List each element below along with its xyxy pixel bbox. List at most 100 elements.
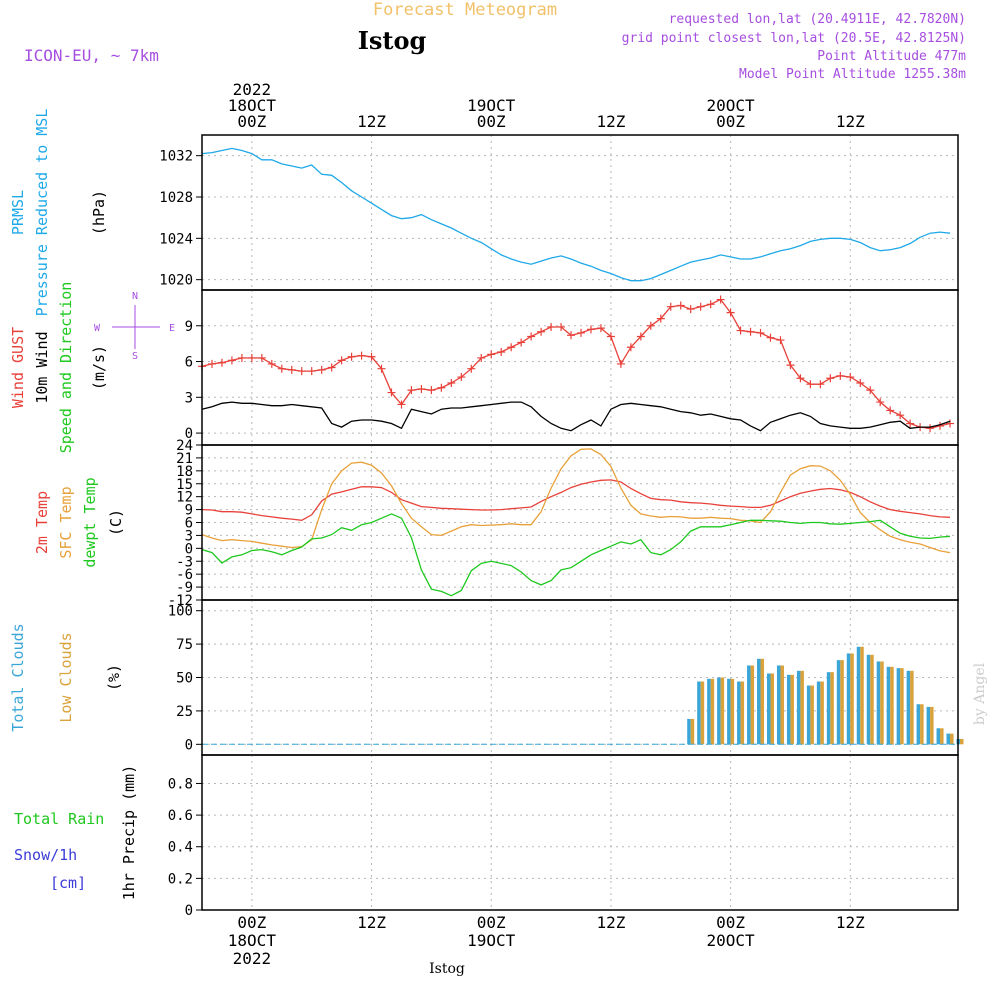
ytick-label-precip-0: 0 [185,903,193,919]
ytick-label-precip-2: 0.4 [168,840,193,856]
gust-marker [547,322,556,331]
bar-total-clouds [926,706,931,745]
bottom-time-label-0: 2022 [233,949,272,968]
ytick-label-precip-4: 0.8 [168,776,193,792]
ylabel-temperature-2: dewpt Temp [81,477,99,567]
compass-east: E [169,323,175,334]
gust-marker [816,380,825,389]
ytick-label-wind-1: 3 [185,390,193,406]
ytick-label-temperature-4: 0 [185,541,193,557]
top-time-label-2: 19OCT [467,96,516,115]
ytick-label-temperature-3: -3 [176,554,193,570]
bar-total-clouds [876,661,881,745]
ytick-label-temperature-8: 12 [176,490,193,506]
ylabel-pressure-1: Pressure Reduced to MSL [33,109,51,317]
bar-low-clouds [730,678,735,745]
bar-total-clouds [936,728,941,745]
bar-total-clouds [766,673,771,745]
bar-low-clouds [780,665,784,745]
gust-marker [277,364,286,373]
ylabel-wind-3: (m/s) [90,345,108,390]
bar-total-clouds [697,681,701,745]
gust-marker [297,367,306,376]
gust-marker [796,374,805,383]
ytick-label-temperature-6: 6 [185,516,193,532]
model-altitude: Model Point Altitude 1255.38m [739,67,966,82]
bar-low-clouds [750,665,755,745]
gust-marker [207,359,216,368]
gust-marker [257,353,266,362]
compass-rose: W E N S [94,291,175,362]
bar-low-clouds [910,670,914,745]
gust-marker [586,325,595,334]
bottom-time-label-5: 12Z [836,913,865,932]
bar-low-clouds [830,672,834,745]
bar-low-clouds [790,674,794,745]
bar-total-clouds [816,681,821,745]
bar-total-clouds [776,665,781,745]
bar-total-clouds [687,718,691,745]
ylabel-pressure-2: (hPa) [90,190,108,235]
ylabel-snow: Snow/1h [14,846,77,864]
gust-marker [906,419,915,428]
gust-marker [876,398,885,407]
bar-total-clouds [886,666,891,745]
ytick-label-precip-1: 0.2 [168,871,193,887]
gust-marker [766,333,775,342]
ytick-label-pressure-3: 1032 [159,149,193,165]
bar-low-clouds [740,681,745,745]
gust-marker [217,358,226,367]
series-temperature-dewpt-temp [201,513,951,597]
bar-total-clouds [717,677,721,745]
compass-south: S [132,351,138,362]
bar-total-clouds [786,674,791,745]
gust-marker [417,384,426,393]
gust-marker [337,356,346,365]
panel-frame-wind [201,289,959,446]
gust-marker [397,400,406,409]
bar-low-clouds [890,666,894,745]
gust-marker [317,365,326,374]
gust-marker [686,305,695,314]
gust-marker [806,380,815,389]
gust-marker [507,343,516,352]
bottom-time-label-2: 19OCT [467,931,516,950]
gust-marker [616,359,625,368]
bar-total-clouds [856,646,861,745]
bottom-time-label-4: 00Z [716,913,745,932]
ytick-label-pressure-1: 1024 [159,231,193,247]
gust-marker [347,352,356,361]
ylabel-temperature-1: SFC Temp [57,486,75,558]
ylabel-clouds-2: (%) [105,664,123,691]
station-name: Istog [358,26,427,55]
ylabel-total-rain: Total Rain [14,810,104,828]
ytick-label-temperature-7: 9 [185,503,193,519]
bar-low-clouds [820,681,824,745]
gust-marker [666,302,675,311]
bar-low-clouds [920,704,924,745]
bar-total-clouds [747,665,751,745]
ylabel-temperature-0: 2m Temp [33,491,51,554]
gust-marker [846,373,855,382]
gust-marker [437,383,446,392]
gust-marker [497,348,506,356]
ylabel-cm: [cm] [50,874,86,892]
gust-marker [606,332,615,341]
ylabel-clouds-0: Total Clouds [9,623,27,731]
bar-total-clouds [796,670,801,745]
bar-low-clouds [870,654,874,745]
gust-marker [836,371,845,380]
compass-west: W [94,323,101,334]
bar-low-clouds [900,668,904,745]
gust-marker [716,295,725,304]
chart-title: Forecast Meteogram [373,0,557,20]
ytick-label-pressure-0: 1020 [159,273,193,289]
gust-marker [427,386,436,395]
bar-total-clouds [896,668,901,745]
series-temperature-sfc-temp [201,448,951,554]
ytick-label-temperature-11: 21 [176,451,193,467]
bar-low-clouds [720,677,725,745]
ytick-label-clouds-1: 25 [176,704,193,720]
gust-marker [676,301,685,310]
bar-low-clouds [930,706,934,745]
